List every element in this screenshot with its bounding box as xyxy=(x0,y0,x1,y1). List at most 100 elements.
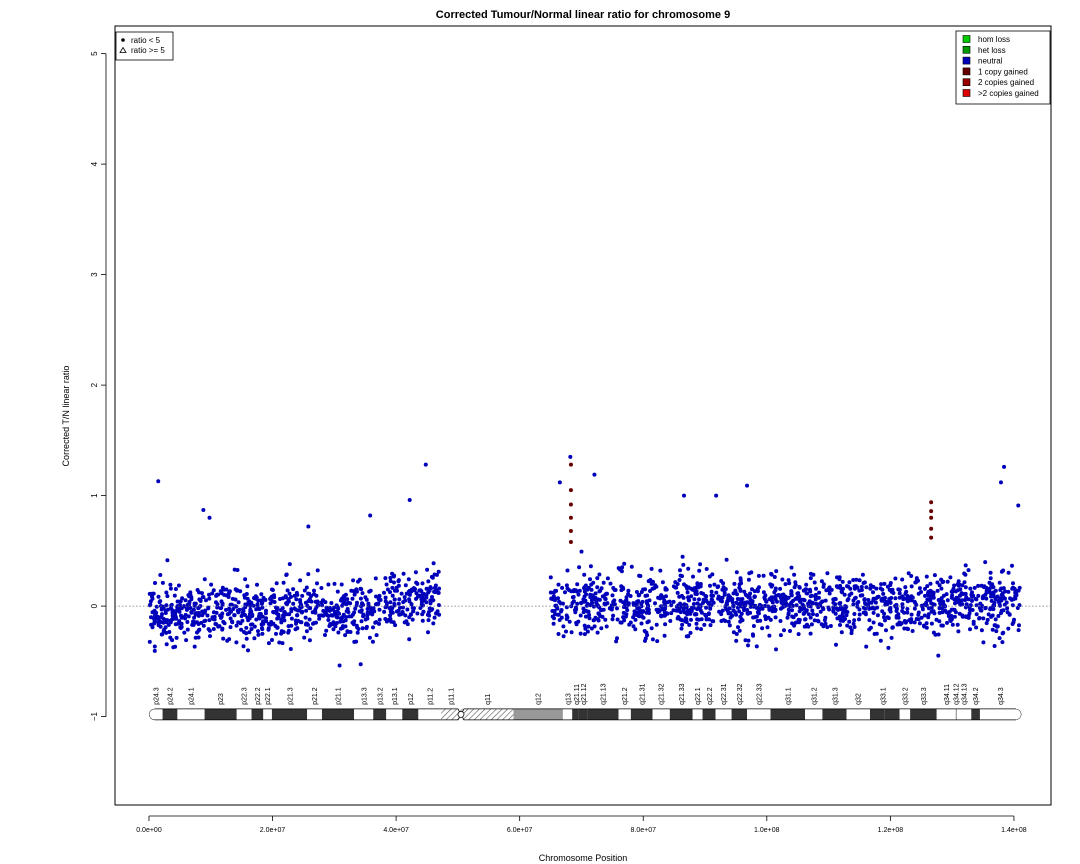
data-point xyxy=(693,612,698,616)
data-point xyxy=(936,598,941,602)
data-point xyxy=(699,627,703,632)
data-point xyxy=(177,609,182,614)
data-point xyxy=(326,582,331,587)
data-point xyxy=(407,615,412,620)
data-point xyxy=(384,619,389,624)
data-point xyxy=(860,572,865,577)
data-point xyxy=(988,570,993,575)
data-point xyxy=(591,618,596,623)
data-point xyxy=(437,586,442,591)
data-point xyxy=(414,580,419,585)
data-point xyxy=(695,601,700,606)
data-point xyxy=(349,588,354,593)
ideogram-band xyxy=(979,708,1022,720)
data-point xyxy=(245,596,250,601)
band-label: q22.31 xyxy=(721,683,728,705)
data-point xyxy=(931,602,936,607)
data-point xyxy=(426,618,431,623)
data-point xyxy=(364,626,369,631)
data-point xyxy=(905,594,910,598)
data-point xyxy=(774,569,779,574)
data-point xyxy=(815,618,820,623)
data-point xyxy=(431,621,436,626)
data-point xyxy=(997,580,1002,585)
shape-legend-box xyxy=(115,31,174,61)
data-point xyxy=(255,582,259,587)
data-point xyxy=(704,617,709,622)
data-point xyxy=(291,587,296,592)
data-point xyxy=(798,599,803,604)
data-point xyxy=(654,607,659,612)
data-point xyxy=(164,590,169,595)
data-point xyxy=(829,587,834,592)
data-point xyxy=(239,627,244,632)
data-point xyxy=(260,614,265,619)
data-point xyxy=(663,622,668,627)
data-point xyxy=(757,605,761,610)
data-point xyxy=(682,582,686,587)
data-point xyxy=(586,609,591,614)
data-point xyxy=(894,614,899,618)
y-tick-label: 1 xyxy=(90,493,99,498)
data-point xyxy=(1006,626,1011,631)
data-point xyxy=(825,625,830,630)
data-point xyxy=(909,612,914,617)
data-point-gained xyxy=(929,526,934,531)
data-point xyxy=(752,589,757,594)
data-point xyxy=(645,593,650,598)
data-point xyxy=(796,591,801,596)
data-point xyxy=(687,622,692,627)
data-point xyxy=(629,564,634,569)
data-point xyxy=(913,600,918,605)
data-point xyxy=(634,590,639,594)
data-point xyxy=(397,605,402,610)
data-point xyxy=(376,602,380,607)
data-point xyxy=(207,618,212,623)
data-point xyxy=(948,617,953,622)
band-label: q11 xyxy=(485,694,492,705)
ideogram-band xyxy=(869,708,885,720)
data-point xyxy=(809,600,814,605)
data-point xyxy=(312,609,317,614)
data-point xyxy=(778,619,783,623)
data-point xyxy=(745,600,750,605)
data-point xyxy=(645,601,649,606)
data-point xyxy=(877,622,882,627)
data-point xyxy=(150,625,155,630)
data-point xyxy=(173,614,178,619)
data-point xyxy=(1009,597,1014,602)
data-point xyxy=(157,600,162,605)
data-point xyxy=(407,597,412,602)
data-point xyxy=(207,596,212,601)
data-point xyxy=(859,584,864,589)
data-point xyxy=(740,601,745,606)
data-point xyxy=(396,601,401,606)
data-point xyxy=(881,591,886,596)
data-point xyxy=(929,621,934,626)
data-point xyxy=(581,597,586,602)
data-point xyxy=(192,644,197,649)
data-point xyxy=(939,586,944,591)
data-point xyxy=(641,615,646,620)
data-point xyxy=(352,592,357,597)
data-point xyxy=(201,595,206,599)
data-point xyxy=(148,599,153,604)
data-point xyxy=(432,572,437,577)
data-point xyxy=(765,625,770,630)
data-point xyxy=(333,624,338,629)
ideogram-band xyxy=(702,708,716,720)
data-point xyxy=(427,613,432,618)
data-point xyxy=(926,590,931,595)
data-point xyxy=(778,586,783,591)
data-point xyxy=(264,608,268,613)
data-point xyxy=(714,590,719,595)
data-point xyxy=(266,641,271,646)
data-point xyxy=(989,583,994,588)
data-point xyxy=(397,597,402,602)
data-point xyxy=(307,591,312,596)
data-point xyxy=(176,583,181,588)
data-point xyxy=(552,616,556,621)
data-point xyxy=(958,593,963,598)
data-point xyxy=(317,613,322,618)
